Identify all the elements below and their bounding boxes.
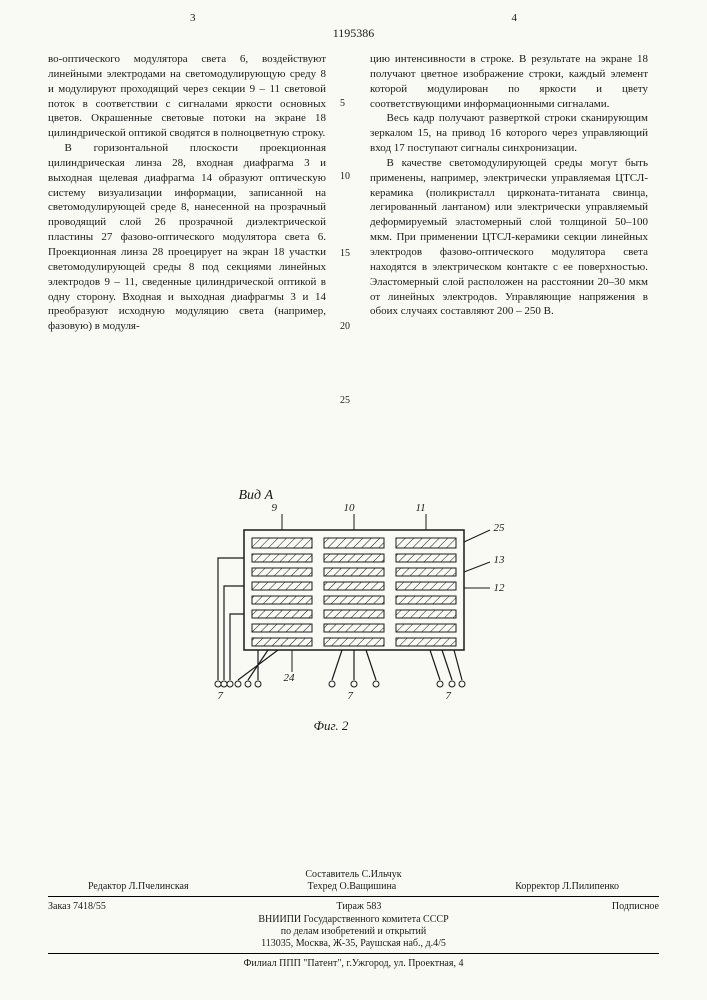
line-marker-25: 25: [340, 394, 350, 408]
left-column: во-оптического модулятора света 6, возде…: [48, 52, 326, 334]
ref-7-left: 7: [218, 690, 224, 702]
footer-podpisnoe: Подписное: [612, 901, 659, 912]
footer-credits: Редактор Л.Пчелинская Техред О.Ващишина …: [48, 881, 659, 892]
patent-number: 1195386: [333, 26, 375, 41]
figure-caption: Фиг. 2: [314, 718, 349, 734]
right-column: цию интенсивности в строке. В ре­зультат…: [370, 52, 648, 319]
line-marker-15: 15: [340, 247, 350, 261]
ref-12: 12: [494, 582, 505, 594]
footer-tirazh: Тираж 583: [336, 901, 381, 912]
patent-page: 3 4 1195386 во-оптического модулятора св…: [0, 0, 707, 1000]
ref-24: 24: [284, 672, 295, 684]
ref-11: 11: [416, 502, 426, 514]
ref-9: 9: [272, 502, 278, 514]
footer-rule-2: [48, 953, 659, 954]
footer-rule-1: [48, 896, 659, 897]
footer-addr1: 113035, Москва, Ж-35, Раушская наб., д.4…: [48, 938, 659, 949]
right-paragraph-3: В качестве светомодулирующей среды могут…: [370, 156, 648, 319]
footer-order-line: Заказ 7418/55 Тираж 583 Подписное: [48, 901, 659, 912]
ref-10: 10: [344, 502, 355, 514]
footer-order: Заказ 7418/55: [48, 901, 106, 912]
footer-corrector: Корректор Л.Пилипенко: [515, 881, 619, 892]
footer-editor: Редактор Л.Пчелинская: [88, 881, 189, 892]
footer-org1: ВНИИПИ Государственного комитета СССР: [48, 914, 659, 925]
line-marker-5: 5: [340, 97, 345, 111]
right-paragraph-2: Весь кадр получают разверткой строки ска…: [370, 111, 648, 156]
left-paragraph-2: В горизонтальной плоскости проек­ционная…: [48, 141, 326, 334]
ref-7-center: 7: [348, 690, 354, 702]
footer-filial: Филиал ППП "Патент", г.Ужгород, ул. Прое…: [48, 958, 659, 969]
figure-schematic: [204, 510, 504, 710]
page-number-right: 4: [512, 12, 518, 24]
ref-13: 13: [494, 554, 505, 566]
ref-25: 25: [494, 522, 505, 534]
left-paragraph-1: во-оптического модулятора света 6, возде…: [48, 52, 326, 141]
footer: Составитель С.Ильчук Редактор Л.Пчелинск…: [48, 869, 659, 970]
line-marker-20: 20: [340, 320, 350, 334]
line-marker-10: 10: [340, 170, 350, 184]
figure-view-label: Вид А: [239, 488, 274, 504]
footer-techred: Техред О.Ващишина: [308, 881, 397, 892]
footer-compositor: Составитель С.Ильчук: [48, 869, 659, 880]
page-number-left: 3: [190, 12, 196, 24]
figure-2: Вид А: [144, 488, 564, 748]
ref-7-right: 7: [446, 690, 452, 702]
right-paragraph-1: цию интенсивности в строке. В ре­зультат…: [370, 52, 648, 111]
footer-org2: по делам изобретений и открытий: [48, 926, 659, 937]
